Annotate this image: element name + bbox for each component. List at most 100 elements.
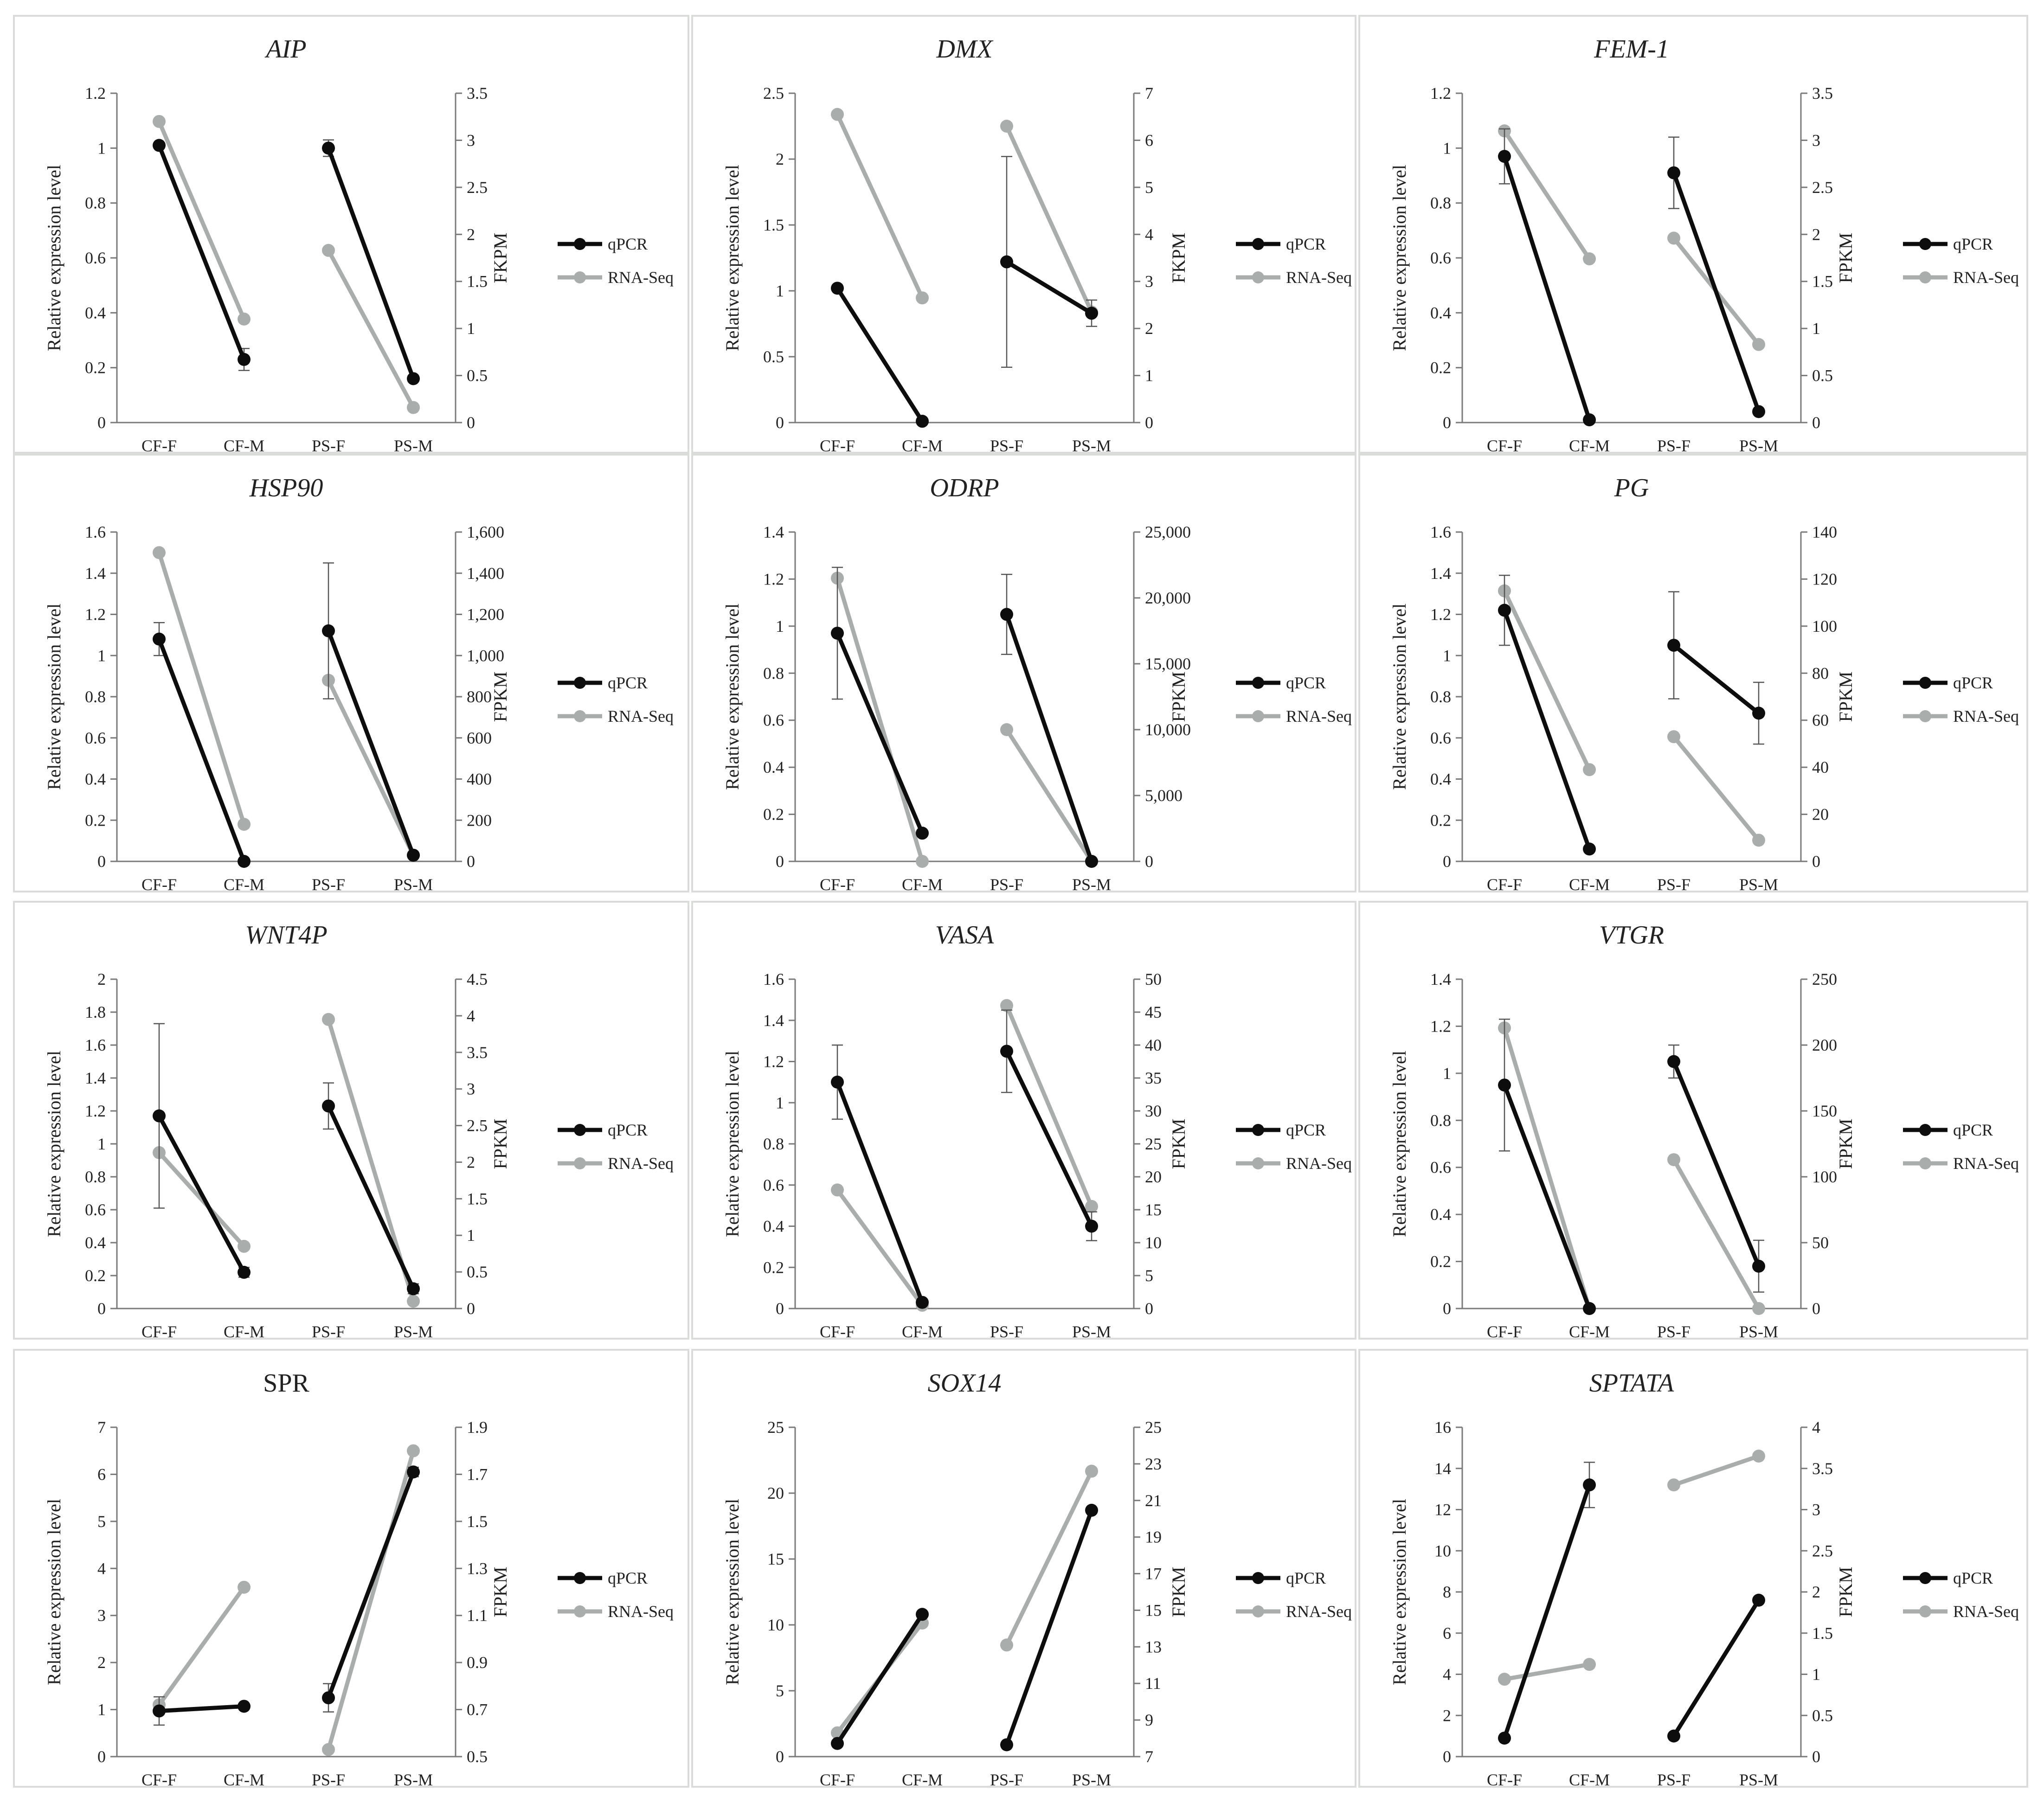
chart-sptata-xtick-label: CF-F: [1487, 1771, 1522, 1788]
chart-spr-ytick-label: 7: [97, 1418, 106, 1437]
chart-wnt4p-legend-qpcr-label: qPCR: [608, 1121, 648, 1139]
chart-vasa-xtick-label: CF-M: [902, 1322, 943, 1340]
chart-pg-ytick-label: 1: [1443, 646, 1451, 665]
chart-spr-ytick-label: 0: [97, 1747, 106, 1766]
chart-odrp-svg: ODRP 0 0.2 0.4 0.6 0.8 1 1.2 1.4 0 5,000 10,000 15,0…: [722, 474, 1352, 891]
chart-vtgr-rnaseq-point: [1752, 1302, 1765, 1315]
chart-vasa-qpcr-point: [831, 1075, 844, 1089]
chart-fem-1-ytick-label: 0.2: [1430, 359, 1451, 377]
chart-pg-xtick-label: PS-F: [1657, 875, 1690, 892]
chart-spr-qpcr-point: [238, 1700, 251, 1713]
chart-spr-rnaseq-line: [326, 1449, 416, 1752]
chart-aip-qpcr-line: [157, 143, 246, 362]
chart-panel-odrp: ODRP 0 0.2 0.4 0.6 0.8 1 1.2 1.4 0 5,000 10,000 15,0…: [691, 454, 1356, 892]
chart-aip-ytick-label: 0.6: [85, 249, 106, 267]
chart-vasa-xtick-label: CF-F: [820, 1322, 855, 1340]
chart-hsp90-qpcr-point: [322, 624, 335, 637]
chart-vasa-rnaseq-point: [1085, 1200, 1098, 1213]
chart-dmx-ytick-label: 1.5: [763, 216, 784, 234]
chart-vasa-y2tick-label: 20: [1145, 1168, 1162, 1186]
chart-dmx-ytick-label: 2: [776, 150, 784, 168]
chart-spr-xtick-label: CF-F: [141, 1771, 177, 1788]
chart-vasa-ytick-label: 0.6: [763, 1176, 784, 1194]
chart-aip-qpcr-point: [153, 139, 166, 152]
chart-spr-rnaseq-point: [238, 1580, 251, 1594]
chart-pg-svg: PG 0 0.2 0.4 0.6 0.8 1 1.2 1.4 1.6 0 20 40 60 80 100 120…: [1389, 474, 2019, 892]
chart-aip-legend-qpcr-label: qPCR: [608, 235, 648, 253]
chart-sox14-qpcr-point: [916, 1608, 929, 1621]
chart-sptata-qpcr-point: [1583, 1478, 1596, 1492]
chart-hsp90-ytick-label: 1: [97, 646, 106, 665]
chart-pg-ytick-label: 0: [1443, 852, 1451, 871]
chart-pg-legend-qpcr: qPCR: [1903, 674, 1993, 692]
chart-wnt4p-title: WNT4P: [245, 921, 327, 950]
chart-odrp-rnaseq-line: [1004, 727, 1094, 864]
chart-pg-rnaseq-point: [1667, 730, 1680, 744]
chart-vasa-ytick-label: 0: [776, 1299, 784, 1318]
chart-dmx-ytick-label: 2.5: [763, 84, 784, 103]
chart-vtgr-y2tick-label: 50: [1812, 1233, 1829, 1252]
chart-wnt4p-legend-rnaseq-label: RNA-Seq: [608, 1154, 674, 1173]
chart-aip-y2tick-label: 1: [467, 319, 475, 338]
chart-sox14-qpcr-point: [831, 1737, 844, 1750]
chart-wnt4p-ytick-label: 0.6: [85, 1200, 106, 1219]
chart-aip-xtick-label: PS-M: [394, 436, 433, 454]
chart-odrp-ytick-label: 0.2: [763, 805, 784, 824]
chart-vtgr-qpcr-point: [1498, 1078, 1511, 1092]
chart-hsp90-y2tick-label: 200: [467, 811, 492, 829]
chart-fem-1-qpcr-point: [1667, 166, 1680, 180]
chart-vtgr-qpcr-point: [1752, 1259, 1765, 1273]
chart-vasa-y2tick-label: 50: [1145, 970, 1162, 988]
chart-sox14-ytick-label: 20: [767, 1484, 784, 1502]
chart-dmx-legend-rnaseq-label: RNA-Seq: [1286, 268, 1352, 287]
chart-panel-sox14: SOX14 0 5 10 15 20 25 7 9 11 13 15 17 19 21 23 25 CF-F CF-…: [691, 1349, 1356, 1788]
chart-hsp90-y2tick-label: 1,600: [467, 523, 504, 541]
chart-wnt4p-y2tick-label: 3.5: [467, 1043, 488, 1062]
chart-wnt4p-ytick-label: 0: [97, 1299, 106, 1318]
chart-spr-legend-rnaseq: RNA-Seq: [558, 1602, 674, 1621]
chart-dmx-ylabel: Relative expression level: [722, 165, 743, 351]
chart-hsp90-ytick-label: 1.2: [85, 605, 106, 624]
chart-aip-y2tick-label: 0: [467, 413, 475, 432]
chart-odrp-qpcr-point: [1000, 608, 1013, 621]
chart-spr-xtick-label: PS-F: [312, 1771, 345, 1788]
chart-fem-1-y2tick-label: 1: [1812, 319, 1820, 338]
chart-fem-1-ytick-label: 1.2: [1430, 84, 1451, 103]
chart-spr-qpcr-line: [157, 1704, 246, 1713]
chart-vasa-y2tick-label: 45: [1145, 1003, 1162, 1021]
chart-odrp-ytick-label: 1: [776, 617, 784, 635]
chart-vtgr-y2tick-label: 250: [1812, 970, 1837, 988]
chart-spr-qpcr-line: [326, 1469, 416, 1700]
chart-odrp-rnaseq-point: [1000, 723, 1013, 736]
chart-panel-fem-1: FEM-1 0 0.2 0.4 0.6 0.8 1 1.2 0 0.5 1 1.5 2 2.5 3 3.5 CF…: [1358, 15, 2028, 454]
chart-panel-aip: AIP 0 0.2 0.4 0.6 0.8 1 1.2 0 0.5 1 1.5 2 2.5 3 3.5 CF-F…: [13, 15, 689, 454]
chart-odrp-qpcr-line: [1004, 612, 1094, 864]
chart-sptata-ytick-label: 8: [1443, 1583, 1451, 1601]
chart-sptata-ylabel: Relative expression level: [1389, 1499, 1410, 1685]
chart-sox14-legend-rnaseq-label: RNA-Seq: [1286, 1602, 1352, 1621]
chart-aip-xtick-label: PS-F: [312, 436, 345, 454]
chart-spr-ytick-label: 6: [97, 1465, 106, 1483]
chart-sox14-xtick-label: PS-F: [990, 1771, 1023, 1788]
chart-dmx-rnaseq-point: [916, 291, 929, 305]
chart-pg-y2tick-label: 120: [1812, 570, 1837, 588]
chart-vasa-legend-qpcr: qPCR: [1236, 1121, 1326, 1139]
chart-hsp90-ylabel: Relative expression level: [44, 603, 64, 790]
chart-spr-y2tick-label: 0.9: [467, 1653, 488, 1672]
chart-aip-ytick-label: 0.2: [85, 359, 106, 377]
chart-vtgr-y2tick-label: 0: [1812, 1299, 1820, 1318]
chart-aip-ytick-label: 1: [97, 139, 106, 157]
chart-fem-1-ytick-label: 1: [1443, 139, 1451, 157]
chart-spr-qpcr-point: [407, 1465, 420, 1479]
chart-hsp90-y2label: FPKM: [490, 672, 511, 722]
chart-sox14-rnaseq-line: [1004, 1469, 1094, 1647]
chart-pg-xtick-label: PS-M: [1739, 875, 1778, 892]
chart-dmx-xtick-label: PS-F: [990, 436, 1023, 454]
chart-pg-qpcr-point: [1498, 603, 1511, 617]
chart-fem-1-legend-qpcr-label: qPCR: [1953, 235, 1993, 253]
chart-hsp90-ytick-label: 0.8: [85, 687, 106, 706]
chart-sptata-ytick-label: 16: [1434, 1418, 1451, 1437]
chart-hsp90-ytick-label: 1.6: [85, 523, 106, 541]
chart-pg-xtick-label: CF-F: [1487, 875, 1522, 892]
chart-vtgr-qpcr-line: [1502, 1083, 1592, 1311]
